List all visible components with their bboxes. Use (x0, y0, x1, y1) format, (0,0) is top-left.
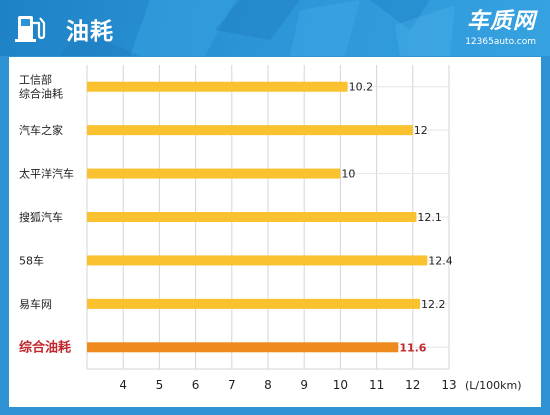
bar (87, 298, 421, 309)
bar (87, 255, 428, 266)
category-label: 搜狐汽车 (19, 210, 63, 224)
x-tick-label: 13 (441, 378, 456, 392)
x-tick-label: 7 (228, 378, 236, 392)
x-tick-label: 12 (405, 378, 420, 392)
brand-logo: 车质网 12365auto.com (426, 10, 536, 50)
category-label: 太平洋汽车 (19, 167, 74, 181)
category-label: 工信部 (19, 73, 52, 87)
bar (87, 125, 413, 136)
bar-value-label: 12 (414, 124, 428, 137)
bar-value-label: 12.2 (421, 298, 446, 311)
category-label: 综合油耗 (19, 87, 63, 101)
bar-value-label: 12.1 (417, 211, 442, 224)
bar (87, 212, 417, 222)
bar-value-label: 10.2 (349, 81, 374, 94)
header-decoration (60, 0, 455, 56)
x-tick-label: 10 (333, 378, 348, 392)
category-label: 综合油耗 (19, 339, 71, 355)
x-tick-label: 4 (119, 378, 127, 392)
bar (87, 342, 399, 353)
x-axis-unit: (L/100km) (465, 379, 522, 392)
brand-url: 12365auto.com (465, 37, 536, 47)
x-tick-label: 8 (264, 378, 272, 392)
x-tick-label: 9 (300, 378, 308, 392)
page-title: 油耗 (66, 19, 114, 45)
bar-value-label: 12.4 (428, 254, 453, 267)
x-tick-label: 11 (369, 378, 384, 392)
category-label: 汽车之家 (19, 123, 63, 137)
fuel-pump-icon (13, 11, 47, 45)
bar-chart: 4 5 6 7 8 9 10 11 12 13 (L/100km)10.2工信部综合油耗12汽车之家… (19, 65, 522, 392)
bar-value-label: 10 (341, 168, 355, 181)
bar (87, 81, 348, 92)
category-label: 58车 (19, 253, 44, 267)
category-label: 易车网 (19, 297, 52, 311)
bar-value-label: 11.6 (399, 341, 426, 354)
x-tick-label: 6 (192, 378, 200, 392)
x-tick-label: 5 (156, 378, 164, 392)
bar (87, 168, 341, 179)
chart-panel: 4 5 6 7 8 9 10 11 12 13 (L/100km) 10.2 工信部 综合油耗 12 汽车之家… (9, 57, 541, 407)
header-bar: 油耗 车质网 12365auto.com (0, 0, 550, 56)
brand-name: 车质网 (466, 9, 536, 34)
